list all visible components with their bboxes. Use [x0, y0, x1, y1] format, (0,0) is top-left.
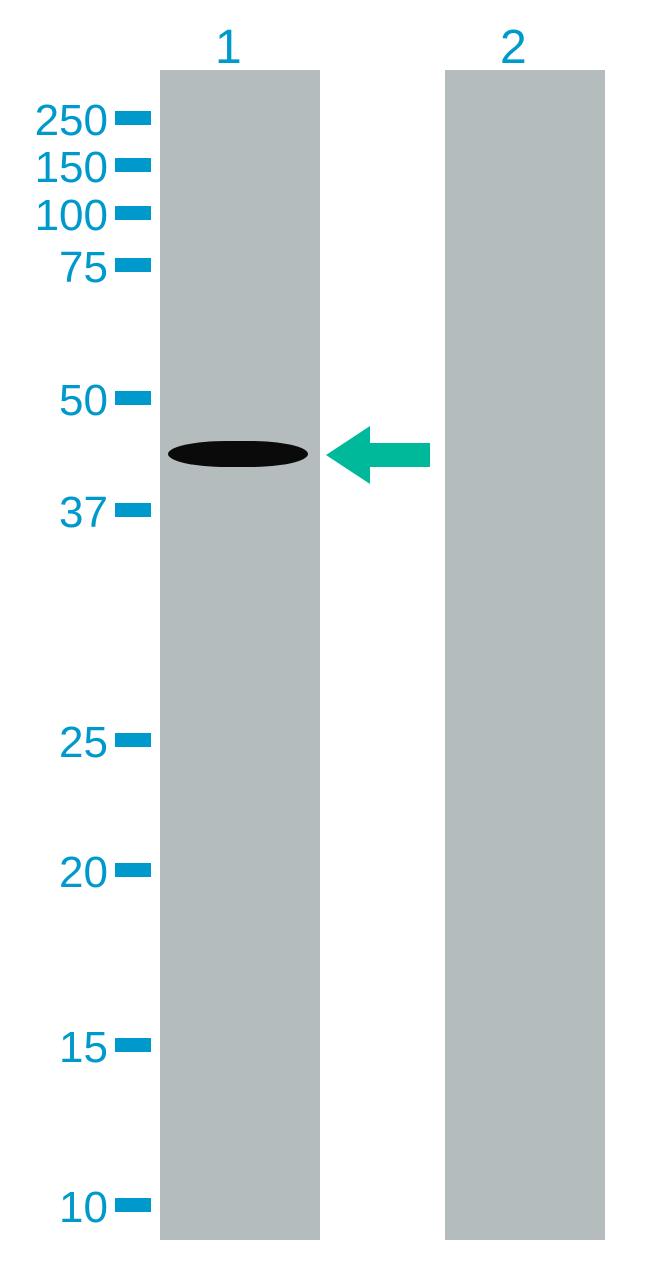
arrow-head-icon: [326, 426, 370, 484]
mw-label: 20: [0, 848, 108, 898]
mw-tick: [115, 863, 151, 877]
blot-band: [168, 441, 308, 467]
mw-tick: [115, 1198, 151, 1212]
mw-tick: [115, 206, 151, 220]
mw-label: 50: [0, 376, 108, 426]
mw-tick: [115, 158, 151, 172]
lane-header-label: 2: [500, 21, 527, 74]
lane-header-1: 1: [215, 20, 242, 75]
lane-1: [160, 70, 320, 1240]
lane-header-label: 1: [215, 21, 242, 74]
mw-tick: [115, 111, 151, 125]
mw-tick: [115, 258, 151, 272]
mw-label: 10: [0, 1183, 108, 1233]
lane-2: [445, 70, 605, 1240]
mw-label: 250: [0, 96, 108, 146]
arrow-shaft: [370, 443, 430, 467]
mw-label: 150: [0, 143, 108, 193]
mw-label: 25: [0, 718, 108, 768]
mw-label: 100: [0, 191, 108, 241]
mw-label: 15: [0, 1023, 108, 1073]
mw-tick: [115, 391, 151, 405]
lane-header-2: 2: [500, 20, 527, 75]
mw-label: 75: [0, 243, 108, 293]
western-blot-figure: 1 2 250 150 100 75 50 37: [0, 0, 650, 1270]
mw-tick: [115, 503, 151, 517]
mw-tick: [115, 1038, 151, 1052]
mw-label: 37: [0, 488, 108, 538]
mw-tick: [115, 733, 151, 747]
